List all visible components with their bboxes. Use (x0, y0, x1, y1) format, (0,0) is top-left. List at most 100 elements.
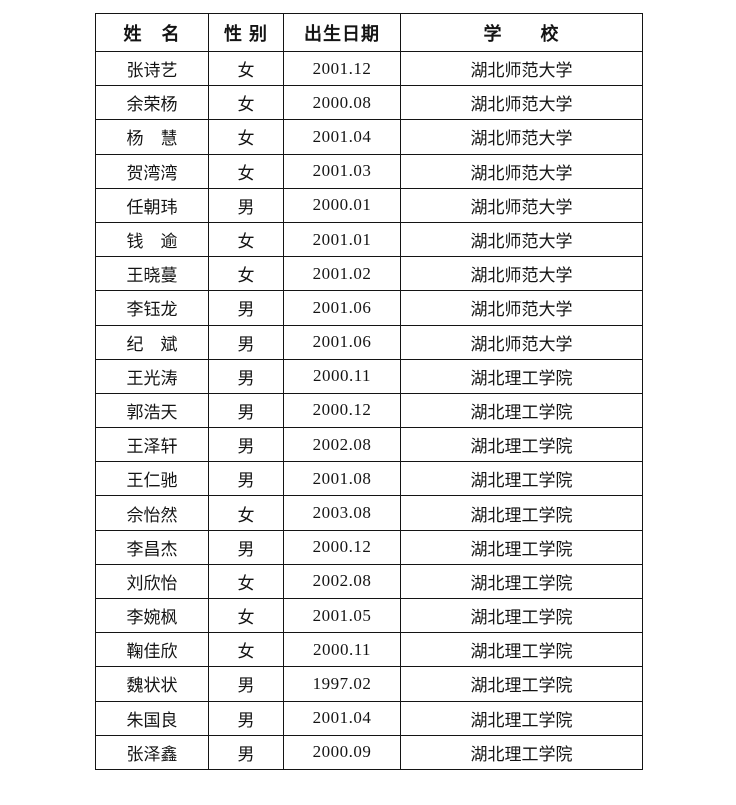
header-school: 学 校 (400, 13, 643, 52)
table-row: 余荣杨女 2000.08 湖北师范大学 (95, 85, 643, 121)
table-row: 张泽鑫男 2000.09 湖北理工学院 (95, 734, 643, 770)
cell-birth-date: 2003.08 (283, 495, 401, 531)
cell-school: 湖北理工学院 (400, 700, 643, 736)
header-gender: 性 别 (208, 13, 284, 52)
cell-name: 李婉枫 (95, 597, 209, 634)
cell-gender: 女 (208, 221, 284, 258)
cell-birth-date: 2001.02 (283, 256, 401, 292)
cell-birth-date: 2000.11 (283, 358, 401, 394)
cell-birth-date: 2001.06 (283, 324, 401, 360)
cell-school: 湖北理工学院 (400, 461, 643, 497)
cell-name: 李昌杰 (95, 529, 209, 565)
cell-school: 湖北理工学院 (400, 734, 643, 770)
cell-name: 余荣杨 (95, 85, 209, 121)
cell-gender: 女 (208, 119, 284, 155)
cell-school: 湖北师范大学 (400, 221, 643, 258)
table-row: 佘怡然女 2003.08 湖北理工学院 (95, 495, 643, 531)
cell-birth-date: 2001.06 (283, 290, 401, 326)
cell-gender: 男 (208, 358, 284, 394)
cell-name: 张诗艺 (95, 50, 209, 87)
cell-name: 鞠佳欣 (95, 632, 209, 668)
cell-school: 湖北理工学院 (400, 495, 643, 531)
cell-birth-date: 2000.01 (283, 187, 401, 223)
table-row: 钱 逾女 2001.01 湖北师范大学 (95, 221, 643, 258)
cell-birth-date: 2001.05 (283, 597, 401, 634)
header-birth-date: 出生日期 (283, 13, 401, 52)
cell-name: 纪 斌 (95, 324, 209, 360)
cell-gender: 男 (208, 529, 284, 565)
cell-birth-date: 2000.09 (283, 734, 401, 770)
cell-birth-date: 2001.08 (283, 461, 401, 497)
table-header-row: 姓 名 性 别 出生日期 学 校 (95, 13, 643, 52)
table-row: 刘欣怡女 2002.08 湖北理工学院 (95, 563, 643, 600)
cell-name: 任朝玮 (95, 187, 209, 223)
cell-gender: 女 (208, 495, 284, 531)
cell-gender: 男 (208, 461, 284, 497)
cell-school: 湖北师范大学 (400, 324, 643, 360)
cell-gender: 男 (208, 700, 284, 736)
table-row: 贺湾湾女 2001.03 湖北师范大学 (95, 153, 643, 189)
cell-gender: 女 (208, 256, 284, 292)
cell-school: 湖北师范大学 (400, 290, 643, 326)
cell-name: 王光涛 (95, 358, 209, 394)
cell-birth-date: 2000.12 (283, 392, 401, 429)
table-row: 王仁驰男 2001.08 湖北理工学院 (95, 461, 643, 497)
cell-name: 郭浩天 (95, 392, 209, 429)
table-row: 任朝玮男 2000.01 湖北师范大学 (95, 187, 643, 223)
cell-birth-date: 2002.08 (283, 563, 401, 600)
table-row: 李钰龙男 2001.06 湖北师范大学 (95, 290, 643, 326)
table-row: 李昌杰男 2000.12 湖北理工学院 (95, 529, 643, 565)
cell-birth-date: 2000.11 (283, 632, 401, 668)
cell-school: 湖北理工学院 (400, 529, 643, 565)
cell-name: 杨 慧 (95, 119, 209, 155)
cell-name: 王晓蔓 (95, 256, 209, 292)
cell-school: 湖北师范大学 (400, 153, 643, 189)
cell-name: 钱 逾 (95, 221, 209, 258)
cell-gender: 男 (208, 392, 284, 429)
cell-name: 刘欣怡 (95, 563, 209, 600)
cell-birth-date: 2001.03 (283, 153, 401, 189)
cell-gender: 女 (208, 563, 284, 600)
cell-school: 湖北师范大学 (400, 187, 643, 223)
cell-gender: 女 (208, 85, 284, 121)
cell-school: 湖北理工学院 (400, 632, 643, 668)
cell-birth-date: 2002.08 (283, 427, 401, 463)
table-row: 张诗艺女 2001.12 湖北师范大学 (95, 50, 643, 87)
cell-school: 湖北理工学院 (400, 563, 643, 600)
cell-gender: 女 (208, 597, 284, 634)
cell-birth-date: 2001.04 (283, 700, 401, 736)
cell-birth-date: 2001.01 (283, 221, 401, 258)
cell-gender: 女 (208, 50, 284, 87)
cell-name: 朱国良 (95, 700, 209, 736)
table-row: 鞠佳欣女 2000.11 湖北理工学院 (95, 632, 643, 668)
cell-gender: 女 (208, 632, 284, 668)
student-roster-table: 姓 名 性 别 出生日期 学 校 张诗艺女 2001.12 湖北师范大学 余荣杨女 20… (95, 13, 643, 770)
table-body: 张诗艺女 2001.12 湖北师范大学 余荣杨女 2000.08 湖北师范大学杨 慧女 20… (95, 50, 643, 770)
cell-name: 贺湾湾 (95, 153, 209, 189)
table-row: 杨 慧女 2001.04 湖北师范大学 (95, 119, 643, 155)
cell-name: 王仁驰 (95, 461, 209, 497)
cell-gender: 男 (208, 324, 284, 360)
cell-gender: 男 (208, 427, 284, 463)
cell-name: 王泽轩 (95, 427, 209, 463)
table-row: 李婉枫女 2001.05 湖北理工学院 (95, 597, 643, 634)
cell-name: 张泽鑫 (95, 734, 209, 770)
table-row: 魏状状男 1997.02 湖北理工学院 (95, 666, 643, 702)
cell-birth-date: 2001.12 (283, 50, 401, 87)
cell-gender: 男 (208, 187, 284, 223)
cell-birth-date: 1997.02 (283, 666, 401, 702)
cell-school: 湖北师范大学 (400, 256, 643, 292)
table-row: 郭浩天男 2000.12 湖北理工学院 (95, 392, 643, 429)
cell-name: 李钰龙 (95, 290, 209, 326)
cell-school: 湖北理工学院 (400, 358, 643, 394)
cell-birth-date: 2001.04 (283, 119, 401, 155)
cell-school: 湖北理工学院 (400, 666, 643, 702)
cell-name: 佘怡然 (95, 495, 209, 531)
table-row: 王晓蔓女 2001.02 湖北师范大学 (95, 256, 643, 292)
cell-gender: 女 (208, 153, 284, 189)
table-row: 王光涛男 2000.11 湖北理工学院 (95, 358, 643, 394)
cell-school: 湖北师范大学 (400, 119, 643, 155)
table-row: 朱国良男 2001.04 湖北理工学院 (95, 700, 643, 736)
cell-birth-date: 2000.08 (283, 85, 401, 121)
cell-school: 湖北理工学院 (400, 597, 643, 634)
